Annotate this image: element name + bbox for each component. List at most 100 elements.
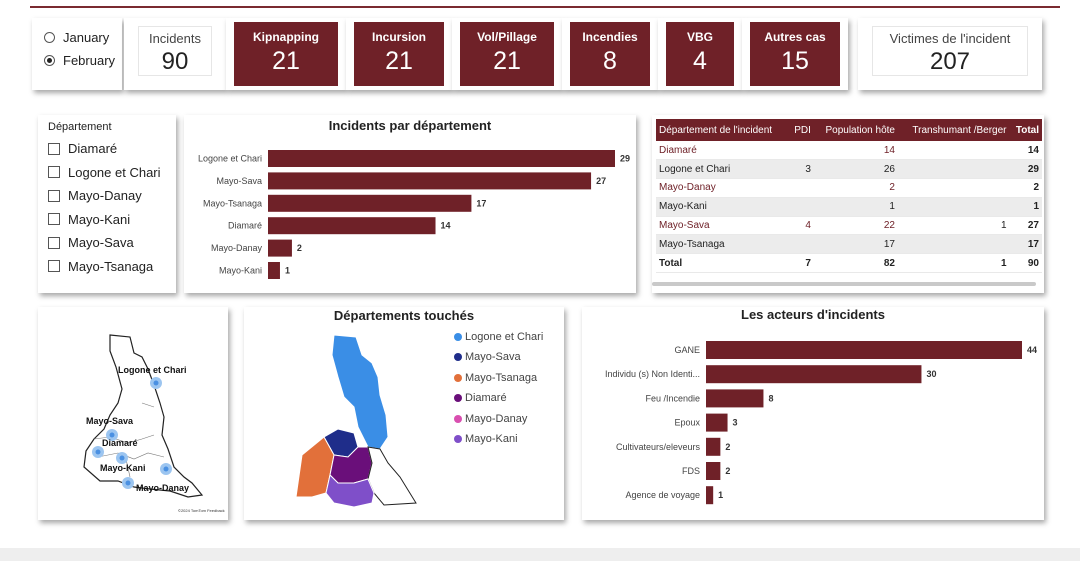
kpi-incidents: Incidents 90 <box>124 18 226 90</box>
category-label: GANE <box>674 345 700 355</box>
data-label: 1 <box>718 490 723 500</box>
month-option-february[interactable]: February <box>44 49 122 72</box>
incident-locations-map[interactable]: Logone et Chari Mayo-Sava Diamaré Mayo-K… <box>38 307 228 520</box>
bar[interactable] <box>268 150 615 167</box>
map-label-logone: Logone et Chari <box>118 365 187 375</box>
bar[interactable] <box>706 341 1022 359</box>
departement-option[interactable]: Diamaré <box>48 137 176 161</box>
locations-map-svg: Logone et Chari Mayo-Sava Diamaré Mayo-K… <box>83 334 225 513</box>
table-row: Mayo-Danay 2 2 <box>656 178 1042 198</box>
bottom-band <box>0 548 1080 561</box>
bar[interactable] <box>706 413 728 432</box>
header-population-hote[interactable]: Population hôte <box>813 119 898 141</box>
checkbox[interactable] <box>48 142 60 155</box>
legend-dot <box>454 333 462 341</box>
data-label: 30 <box>926 369 936 379</box>
bar[interactable] <box>706 462 721 480</box>
checkbox[interactable] <box>48 236 60 249</box>
departements-map-title: Départements touchés <box>333 308 475 323</box>
legend-item[interactable]: Diamaré <box>454 392 507 404</box>
departement-slicer: Département Diamaré Logone et Chari Mayo… <box>38 115 176 293</box>
data-label: 2 <box>725 442 730 452</box>
departement-option[interactable]: Mayo-Kani <box>48 208 176 232</box>
departement-option[interactable]: Mayo-Tsanaga <box>48 255 176 279</box>
kpi-incursion: Incursion 21 <box>346 18 452 90</box>
radio-february[interactable] <box>44 55 55 66</box>
region-mayo-danay <box>367 446 417 506</box>
incidents-bar-chart-svg: Logone et Chari 29 Mayo-Sava 27 Mayo-Tsanaga… <box>198 150 630 279</box>
legend-dot <box>454 435 462 443</box>
month-slicer: January February <box>32 18 122 90</box>
legend-dot <box>454 374 462 382</box>
data-label: 2 <box>297 243 302 253</box>
category-label: Feu /Incendie <box>645 393 700 403</box>
map-label-diamare: Diamaré <box>102 438 138 448</box>
category-label: Mayo-Tsanaga <box>203 198 262 208</box>
legend-dot <box>454 415 462 423</box>
acteurs-incidents-chart: Les acteurs d'incidents GANE 44 Individu (… <box>582 307 1044 520</box>
bar[interactable] <box>706 389 764 408</box>
kpi-vol-pillage: Vol/Pillage 21 <box>452 18 562 90</box>
checkbox[interactable] <box>48 166 60 179</box>
data-label: 27 <box>596 176 606 186</box>
chart-title: Incidents par département <box>328 118 492 133</box>
departements-touches-map[interactable]: Départements touchés Logone et Chari May… <box>244 307 564 520</box>
legend-item[interactable]: Mayo-Sava <box>454 351 521 363</box>
legend-item[interactable]: Logone et Chari <box>454 331 543 343</box>
location-marker <box>125 480 131 486</box>
location-marker <box>119 455 125 461</box>
table-header-row: Département de l'incident PDI Population… <box>656 119 1042 141</box>
header-transhumant[interactable]: Transhumant /Berger <box>897 119 1010 141</box>
checkbox[interactable] <box>48 213 60 226</box>
month-option-january[interactable]: January <box>44 26 122 49</box>
category-label: Mayo-Sava <box>216 176 262 186</box>
kpi-victimes-value: 207 <box>929 48 971 75</box>
category-label: Mayo-Danay <box>211 243 263 253</box>
location-marker <box>153 380 159 386</box>
actors-bar-chart-svg: GANE 44 Individu (s) Non Identi... 30 Feu /I… <box>605 341 1037 505</box>
legend-item[interactable]: Mayo-Danay <box>454 413 527 425</box>
kpi-victimes-label: Victimes de l'incident <box>889 31 1011 46</box>
category-label: Mayo-Kani <box>219 266 262 276</box>
header-pdi[interactable]: PDI <box>788 119 814 141</box>
map-attribution: ©2024 TomTom Feedback <box>178 508 225 513</box>
bar[interactable] <box>268 217 436 235</box>
category-label: Logone et Chari <box>198 154 262 164</box>
data-label: 14 <box>441 221 451 231</box>
table-total-row: Total 7 82 1 90 <box>656 253 1042 274</box>
data-label: 3 <box>733 418 738 428</box>
bar[interactable] <box>268 194 472 212</box>
category-label: Agence de voyage <box>625 490 700 500</box>
incidents-par-departement-chart: Incidents par département Logone et Char… <box>184 115 636 293</box>
bar[interactable] <box>268 262 280 279</box>
incidents-table: Département de l'incident PDI Population… <box>652 115 1044 293</box>
radio-january[interactable] <box>44 32 55 43</box>
checkbox[interactable] <box>48 260 60 273</box>
table-horizontal-scrollbar[interactable] <box>652 282 1036 286</box>
header-departement[interactable]: Département de l'incident <box>656 119 789 141</box>
legend-item[interactable]: Mayo-Kani <box>454 433 518 445</box>
bar[interactable] <box>268 239 292 257</box>
category-label: Cultivateurs/eleveurs <box>616 442 701 452</box>
data-label: 44 <box>1027 345 1037 355</box>
legend-item[interactable]: Mayo-Tsanaga <box>454 372 537 384</box>
departement-option[interactable]: Logone et Chari <box>48 161 176 185</box>
location-marker <box>163 466 169 472</box>
header-total[interactable]: Total <box>1009 119 1042 141</box>
bar[interactable] <box>706 486 714 505</box>
departement-option[interactable]: Mayo-Sava <box>48 231 176 255</box>
data-label: 17 <box>476 198 486 208</box>
table-row: Mayo-Kani 1 1 <box>656 197 1042 217</box>
departements-map-svg <box>295 334 417 508</box>
table-row: Mayo-Sava 4 22 1 27 <box>656 216 1042 236</box>
category-label: Epoux <box>674 418 700 428</box>
departement-option[interactable]: Mayo-Danay <box>48 184 176 208</box>
checkbox[interactable] <box>48 189 60 202</box>
category-label: FDS <box>682 466 700 476</box>
bar[interactable] <box>706 437 721 456</box>
bar[interactable] <box>268 172 592 190</box>
kpi-autres-cas: Autres cas 15 <box>742 18 848 90</box>
bar[interactable] <box>706 365 922 384</box>
actors-chart-title: Les acteurs d'incidents <box>741 307 885 322</box>
data-label: 1 <box>285 266 290 276</box>
